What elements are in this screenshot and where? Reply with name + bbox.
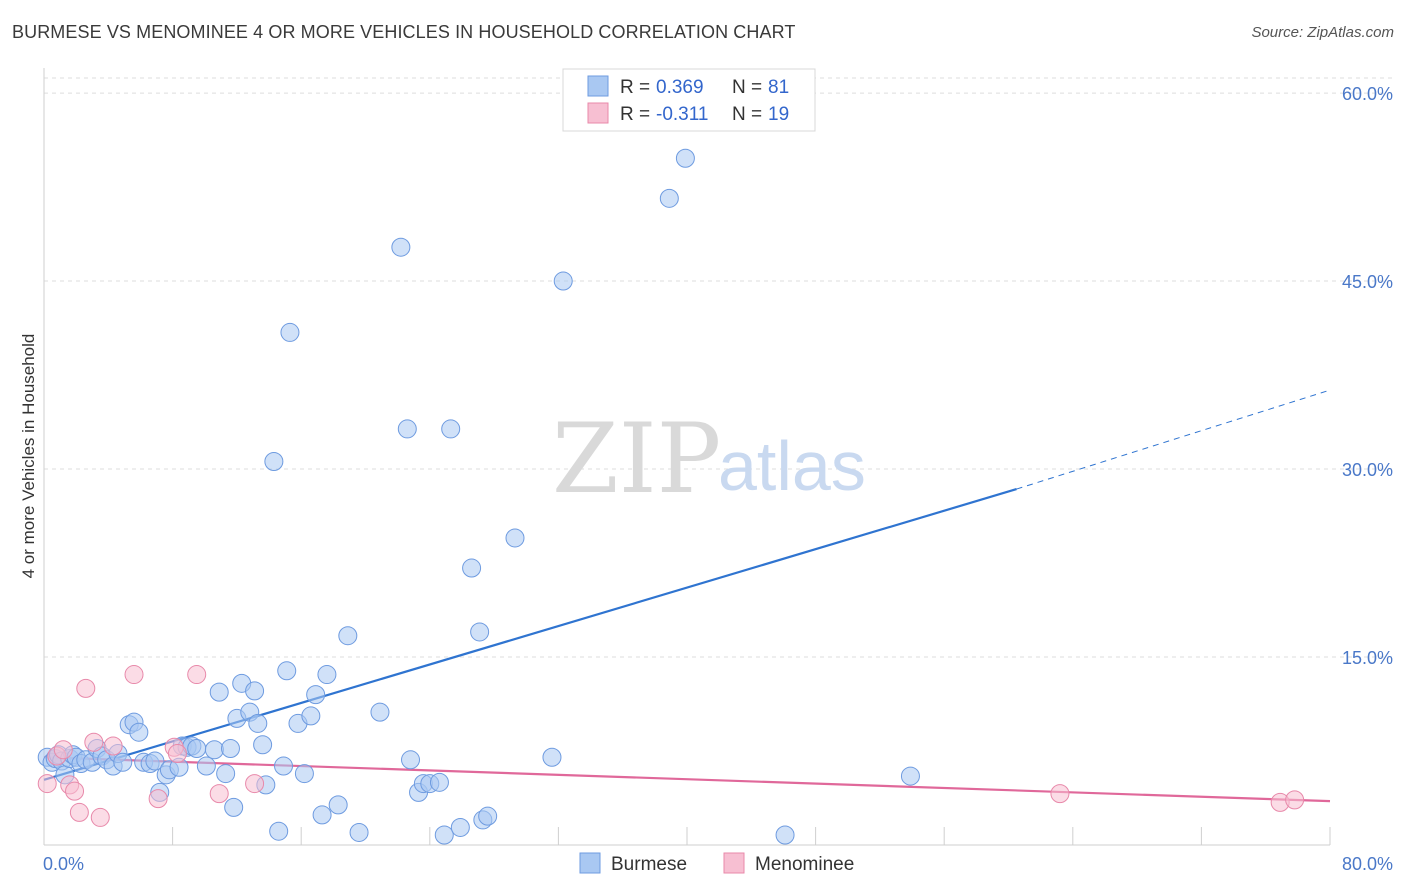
menominee-point bbox=[1285, 790, 1305, 810]
burmese-point bbox=[245, 681, 265, 701]
burmese-point bbox=[269, 821, 289, 841]
y-tick-label: 45.0% bbox=[1342, 272, 1393, 292]
burmese-point bbox=[401, 750, 421, 770]
burmese-trend-extension bbox=[1016, 389, 1331, 490]
burmese-point bbox=[775, 825, 795, 845]
menominee-point bbox=[167, 744, 187, 764]
menominee-trend-line bbox=[43, 756, 1331, 803]
burmese-point bbox=[224, 797, 244, 817]
menominee-point bbox=[65, 781, 85, 801]
grid-layer bbox=[44, 77, 1393, 658]
menominee-point bbox=[69, 802, 89, 822]
burmese-point bbox=[470, 622, 490, 642]
burmese-point bbox=[113, 752, 133, 772]
chart-title: BURMESE VS MENOMINEE 4 OR MORE VEHICLES … bbox=[12, 22, 796, 42]
burmese-point bbox=[204, 740, 224, 760]
menominee-point bbox=[124, 665, 144, 685]
burmese-point bbox=[248, 713, 268, 733]
watermark-atlas: atlas bbox=[718, 427, 866, 505]
legend-swatch-burmese bbox=[587, 75, 609, 97]
burmese-point bbox=[391, 237, 411, 257]
legend-n-value-burmese: 81 bbox=[768, 77, 789, 98]
bottom-legend-swatch-burmese bbox=[579, 852, 601, 874]
bottom-legend-swatch-menominee bbox=[723, 852, 745, 874]
watermark-zip: ZIP bbox=[552, 403, 721, 515]
burmese-point bbox=[462, 558, 482, 578]
burmese-point bbox=[196, 756, 216, 776]
legend-r-label-menominee: R = bbox=[620, 104, 650, 125]
burmese-point bbox=[216, 764, 236, 784]
menominee-point bbox=[148, 789, 168, 809]
menominee-point bbox=[53, 740, 73, 760]
burmese-point bbox=[338, 626, 358, 646]
menominee-point bbox=[1050, 784, 1070, 804]
burmese-point bbox=[434, 825, 454, 845]
axes-layer bbox=[43, 68, 1331, 846]
burmese-point bbox=[675, 148, 695, 168]
burmese-point bbox=[900, 766, 920, 786]
burmese-point bbox=[553, 271, 573, 291]
burmese-point bbox=[145, 751, 165, 771]
legend-n-value-menominee: 19 bbox=[768, 104, 789, 125]
menominee-point bbox=[84, 732, 104, 752]
x-tick-label-max: 80.0% bbox=[1342, 854, 1393, 874]
legend-box: R = 0.369 N = 81 R = -0.311 N = 19 bbox=[562, 68, 816, 132]
burmese-point bbox=[478, 806, 498, 826]
menominee-point bbox=[37, 774, 57, 794]
burmese-trend-line bbox=[43, 488, 1017, 781]
points-layer bbox=[37, 148, 1305, 845]
burmese-point bbox=[129, 722, 149, 742]
y-axis-label: 4 or more Vehicles in Household bbox=[19, 334, 38, 579]
legend-n-label-menominee: N = bbox=[732, 104, 762, 125]
burmese-point bbox=[328, 795, 348, 815]
burmese-point bbox=[317, 665, 337, 685]
burmese-point bbox=[312, 805, 332, 825]
y-tick-label: 60.0% bbox=[1342, 84, 1393, 104]
burmese-point bbox=[294, 764, 314, 784]
burmese-point bbox=[301, 706, 321, 726]
burmese-point bbox=[264, 452, 284, 472]
burmese-point bbox=[450, 817, 470, 837]
burmese-point bbox=[542, 747, 562, 767]
burmese-point bbox=[505, 528, 525, 548]
burmese-point bbox=[253, 735, 273, 755]
y-tick-labels: 15.0% 30.0% 45.0% 60.0% bbox=[1342, 84, 1393, 668]
y-tick-label: 15.0% bbox=[1342, 648, 1393, 668]
burmese-point bbox=[429, 772, 449, 792]
legend-r-value-menominee: -0.311 bbox=[656, 104, 708, 125]
legend-swatch-menominee bbox=[587, 102, 609, 124]
legend-n-label-burmese: N = bbox=[732, 77, 762, 98]
legend-r-label-burmese: R = bbox=[620, 77, 650, 98]
legend-r-value-burmese: 0.369 bbox=[656, 77, 704, 98]
burmese-point bbox=[441, 419, 461, 439]
bottom-legend: Burmese Menominee bbox=[579, 852, 854, 875]
menominee-point bbox=[76, 678, 96, 698]
burmese-point bbox=[370, 702, 390, 722]
burmese-point bbox=[274, 756, 294, 776]
burmese-point bbox=[397, 419, 417, 439]
burmese-point bbox=[220, 739, 240, 759]
burmese-point bbox=[306, 685, 326, 705]
menominee-point bbox=[209, 784, 229, 804]
chart-source: Source: ZipAtlas.com bbox=[1251, 24, 1394, 41]
menominee-point bbox=[90, 807, 110, 827]
y-tick-label: 30.0% bbox=[1342, 460, 1393, 480]
trend-layer bbox=[43, 389, 1331, 803]
bottom-legend-label-burmese: Burmese bbox=[611, 854, 687, 875]
menominee-point bbox=[103, 736, 123, 756]
burmese-point bbox=[280, 322, 300, 342]
x-tick-label-min: 0.0% bbox=[43, 854, 84, 874]
menominee-point bbox=[187, 665, 207, 685]
burmese-point bbox=[187, 739, 207, 759]
burmese-point bbox=[277, 661, 297, 681]
menominee-point bbox=[245, 774, 265, 794]
burmese-point bbox=[209, 682, 229, 702]
watermark: ZIP atlas bbox=[552, 403, 866, 515]
burmese-point bbox=[349, 822, 369, 842]
burmese-point bbox=[659, 188, 679, 208]
bottom-legend-label-menominee: Menominee bbox=[755, 854, 854, 875]
